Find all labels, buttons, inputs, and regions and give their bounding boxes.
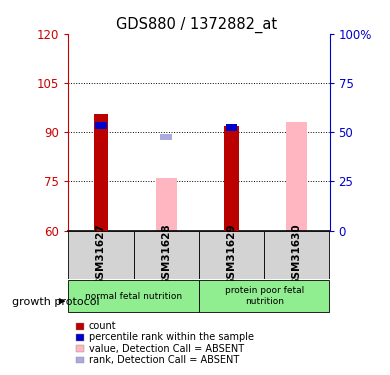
Bar bbox=[286, 122, 307, 231]
Bar bbox=[160, 134, 172, 140]
Text: GDS880 / 1372882_at: GDS880 / 1372882_at bbox=[116, 17, 278, 33]
Text: GSM31630: GSM31630 bbox=[292, 224, 302, 286]
Bar bbox=[224, 126, 239, 231]
Bar bbox=[94, 114, 108, 231]
Bar bbox=[264, 231, 330, 279]
Text: GSM31629: GSM31629 bbox=[227, 224, 237, 286]
Text: rank, Detection Call = ABSENT: rank, Detection Call = ABSENT bbox=[89, 355, 239, 365]
Text: normal fetal nutrition: normal fetal nutrition bbox=[85, 292, 182, 301]
Text: count: count bbox=[89, 321, 117, 331]
Text: value, Detection Call = ABSENT: value, Detection Call = ABSENT bbox=[89, 344, 244, 354]
Text: GSM31627: GSM31627 bbox=[96, 224, 106, 286]
Bar bbox=[199, 280, 330, 312]
Bar bbox=[156, 178, 177, 231]
Text: growth protocol: growth protocol bbox=[12, 297, 99, 307]
Bar bbox=[199, 231, 264, 279]
Text: percentile rank within the sample: percentile rank within the sample bbox=[89, 333, 254, 342]
Bar bbox=[134, 231, 199, 279]
Bar bbox=[95, 122, 107, 129]
Text: protein poor fetal
nutrition: protein poor fetal nutrition bbox=[225, 286, 304, 306]
Text: GSM31628: GSM31628 bbox=[161, 224, 171, 286]
Bar bbox=[68, 280, 199, 312]
Bar bbox=[226, 124, 238, 130]
Bar bbox=[68, 231, 133, 279]
